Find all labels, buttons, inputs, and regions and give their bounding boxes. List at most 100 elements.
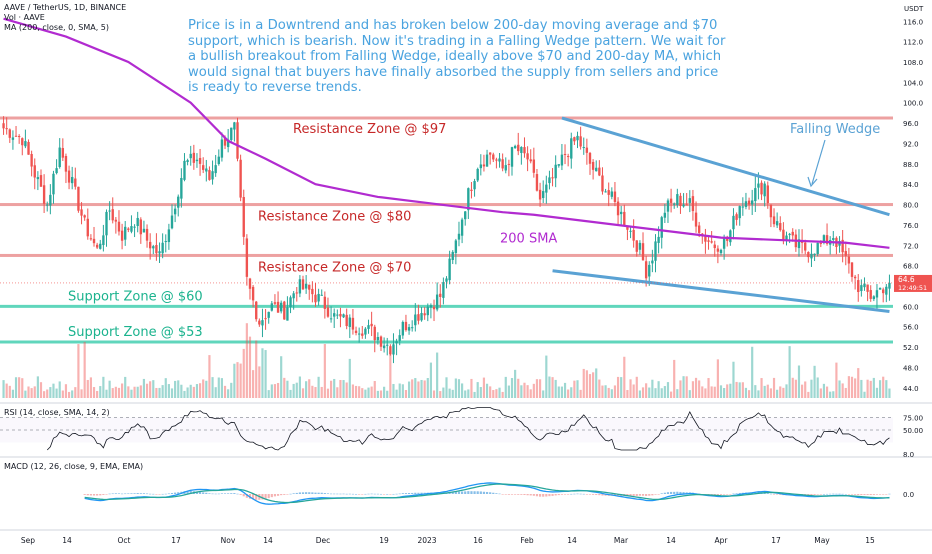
volume-bar [829,391,832,398]
candle-body [105,211,108,236]
macd-histogram-bar [835,493,838,495]
volume-bar [850,376,854,398]
macd-histogram-bar [214,493,217,495]
volume-bar [121,383,124,398]
macd-histogram-bar [114,493,117,494]
x-tick-label: 2023 [417,536,436,545]
candle-body [492,154,495,160]
volume-bar [878,380,882,398]
macd-legend[interactable]: MACD (12, 26, close, 9, EMA, EMA) [4,462,144,471]
candle-body [832,238,835,241]
macd-histogram-bar [598,494,601,496]
macd-histogram-bar [117,493,121,494]
sma-200-line[interactable] [3,17,890,249]
macd-histogram-bar [501,494,504,495]
symbol-legend[interactable]: AAVE / TetherUS, 1D, BINANCE Vol · AAVE … [4,3,126,33]
volume-bar [89,377,92,398]
candle-body [99,243,102,249]
candle-body [195,159,199,162]
y-tick-label: 80.0 [903,202,919,210]
x-tick-label: 14 [62,536,72,545]
macd-histogram-bar [308,492,311,494]
macd-histogram-bar [504,494,507,495]
volume-bar [105,389,108,398]
x-tick-label: 17 [771,536,781,545]
candle-body [230,127,233,141]
price-pane[interactable]: Resistance Zone @ $97 Resistance Zone @ $… [0,17,893,398]
volume-bar [501,391,504,398]
symbol-line: AAVE / TetherUS, 1D, BINANCE [4,3,127,12]
candle-body [722,237,726,249]
y-tick-label: 60.0 [903,303,919,311]
candle-body [710,241,713,243]
y-tick-label: 72.0 [903,242,919,250]
macd-histogram-bar [239,494,242,495]
volume-bar [869,380,872,398]
candle-body [339,313,342,317]
volume-bar [623,356,626,398]
candle-body [638,242,642,250]
candle-body [189,153,192,159]
wedge-lower-trendline[interactable] [552,269,890,313]
candle-body [757,183,760,188]
candle-body [120,230,124,241]
volume-bar [202,379,205,398]
candle-body [451,251,454,261]
volume-bar [339,379,342,398]
volume-bar [776,389,779,398]
y-tick-label: 76.0 [903,222,919,230]
rsi-line[interactable] [46,407,890,451]
volume-bar [707,378,710,398]
volume-bar [866,379,869,398]
x-tick-label: May [814,536,830,545]
macd-pane[interactable] [83,482,891,505]
candle-body [24,141,27,147]
candle-body [785,235,788,241]
candle-body [192,152,196,163]
axes: 44.048.052.056.060.064.068.072.076.080.0… [0,5,932,545]
macd-histogram-bar [314,492,317,494]
volume-bar [273,384,277,398]
candle-body [816,242,819,254]
volume-bar [220,378,224,398]
rsi-pane[interactable] [0,407,893,451]
wedge-upper-trendline[interactable] [561,116,890,217]
macd-signal-line[interactable] [84,483,890,504]
volume-bar [245,323,248,398]
volume-bar [766,384,769,398]
candle-body [95,244,99,248]
volume-bar [167,384,170,398]
macd-histogram-bar [298,492,301,494]
candle-body [819,242,823,244]
rsi-legend[interactable]: RSI (14, close, SMA, 14, 2) [4,408,110,417]
candle-body [797,239,801,249]
candle-body [470,189,473,191]
candle-body [460,219,464,236]
candle-body [2,123,5,129]
volume-bar [507,385,510,398]
current-price-tag[interactable] [894,274,932,292]
volume-bar [348,358,351,398]
candle-body [373,326,376,341]
candle-body [183,160,186,180]
macd-histogram-bar [142,493,146,494]
candle-body [485,154,489,167]
volume-bar [74,387,77,398]
volume-bar [754,385,757,398]
volume-bar [161,385,164,398]
macd-histogram-bar [96,494,99,496]
candle-body [807,252,810,258]
candle-body [354,330,358,333]
macd-histogram-bar [86,494,89,496]
y-tick-label: 52.0 [903,344,919,352]
current-price-value: 64.6 [898,275,915,284]
volume-bar [791,377,794,398]
volume-bar [679,380,682,398]
candle-body [220,139,224,158]
volume-bar [663,386,666,398]
candle-body [866,284,869,292]
volume-bar [317,376,320,398]
candle-body [598,167,601,176]
macd-histogram-bar [498,493,501,495]
